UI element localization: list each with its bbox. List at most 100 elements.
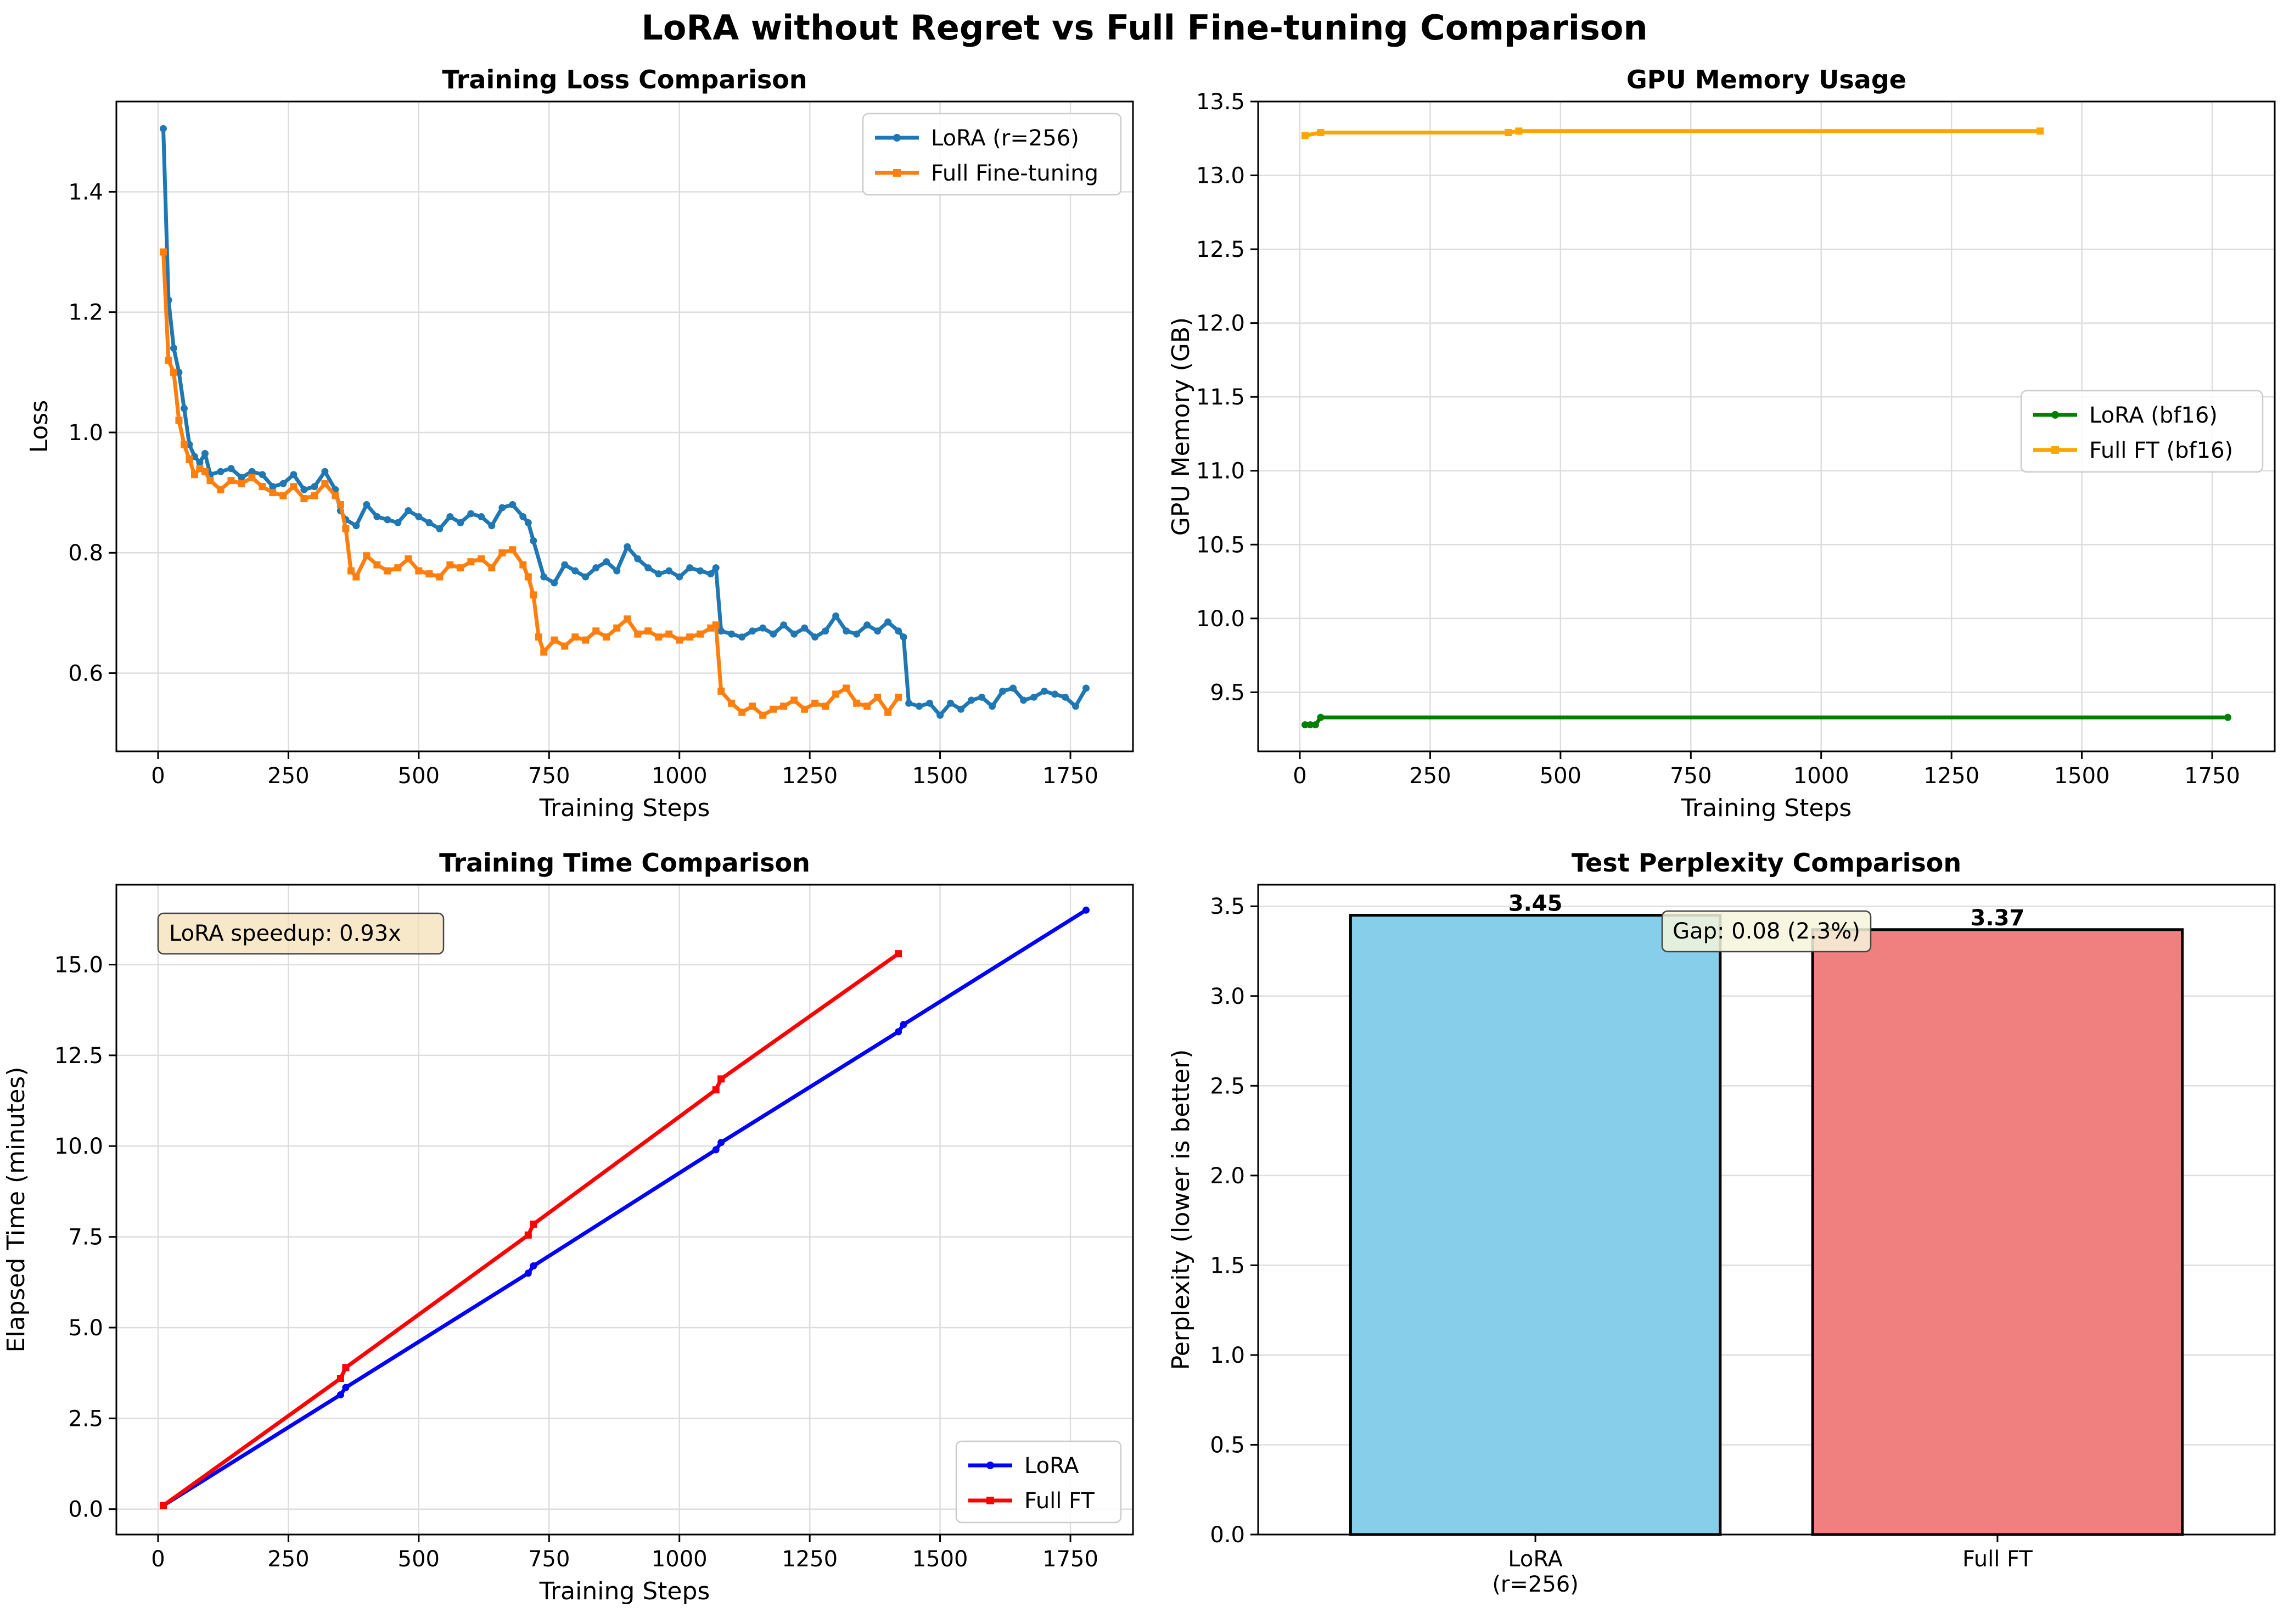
data-point [801, 705, 809, 713]
data-point [801, 624, 809, 632]
data-point [373, 561, 381, 569]
data-point [999, 687, 1007, 695]
data-point [290, 483, 298, 491]
data-point [613, 624, 621, 632]
x-tick-label: 1250 [782, 1547, 838, 1572]
legend-label: LoRA [1024, 1453, 1079, 1479]
y-tick-label: 1.4 [68, 179, 103, 205]
data-point [905, 699, 913, 707]
x-tick-label: 0 [151, 1547, 165, 1572]
data-point [238, 480, 245, 487]
y-tick-label: 3.0 [1210, 984, 1245, 1009]
data-point [498, 549, 506, 557]
data-point [1009, 684, 1017, 692]
x-tick-label: 1500 [2054, 763, 2110, 789]
data-point [352, 573, 360, 581]
x-tick-label: 250 [267, 763, 309, 789]
series-line [162, 952, 900, 1507]
data-point [180, 441, 188, 448]
x-tick-label: 500 [398, 763, 440, 789]
x-tick-label: 1000 [1793, 763, 1849, 789]
data-point [655, 633, 663, 641]
y-tick-label: 12.5 [1196, 237, 1245, 262]
data-point [269, 483, 277, 491]
data-point [1041, 687, 1048, 695]
axes-frame [115, 884, 1134, 1536]
data-point [717, 1075, 725, 1083]
x-tick-label: 250 [1409, 763, 1451, 789]
data-point [759, 711, 767, 719]
data-point [968, 696, 975, 704]
data-point [1051, 690, 1059, 698]
data-point [405, 507, 412, 514]
legend-marker [2051, 411, 2059, 419]
x-tick-label: 0 [151, 763, 165, 789]
data-point [519, 513, 527, 520]
x-tick-label: LoRA [1508, 1547, 1563, 1572]
data-point [561, 561, 569, 569]
data-point [1020, 696, 1028, 704]
x-tick-label: 1750 [1042, 1547, 1098, 1572]
x-tick-label: 1000 [652, 763, 708, 789]
y-tick-label: 9.5 [1210, 680, 1245, 705]
data-point [363, 501, 371, 509]
data-point [488, 564, 496, 572]
plot-0: 0 250 500 750 1000 1250 1500 1750 0.6 0.8 1.0 1.2 1.… [68, 102, 1133, 789]
y-tick-label: 1.2 [68, 300, 103, 325]
data-point [624, 615, 631, 623]
data-point [336, 501, 344, 509]
data-point [900, 633, 907, 641]
data-point [530, 537, 537, 544]
data-point [717, 1139, 725, 1147]
data-point [524, 519, 532, 526]
data-point [206, 477, 214, 485]
data-point [832, 690, 840, 698]
data-point [749, 627, 756, 635]
data-point [978, 693, 986, 701]
data-point [336, 1375, 344, 1383]
data-point [884, 709, 892, 716]
data-point [332, 492, 339, 499]
x-axis-label: Training Steps [1681, 794, 1852, 822]
data-point [509, 501, 517, 509]
legend-label: Full FT [1024, 1488, 1095, 1514]
data-point [770, 630, 777, 638]
data-point [336, 1391, 344, 1398]
data-point [457, 519, 464, 526]
data-point [279, 492, 287, 499]
data-point [217, 486, 225, 493]
y-tick-label: 0.6 [68, 661, 103, 686]
data-point [676, 573, 683, 581]
legend-box [2020, 390, 2264, 473]
x-tick-label: 750 [528, 1547, 570, 1572]
y-tick-label: 11.5 [1196, 385, 1245, 410]
data-point [196, 459, 204, 467]
y-tick-label: 12.0 [1196, 311, 1245, 336]
x-tick-label: 500 [398, 1547, 440, 1572]
annotation-text: Gap: 0.08 (2.3%) [1673, 919, 1860, 944]
y-tick-label: 13.0 [1196, 164, 1245, 189]
x-tick-label: 1500 [912, 1547, 968, 1572]
y-tick-label: 2.5 [1210, 1074, 1245, 1099]
y-tick-label: 0.0 [68, 1497, 103, 1522]
data-point [363, 552, 371, 560]
data-point [540, 573, 548, 581]
data-point [384, 516, 391, 524]
data-point [373, 513, 381, 520]
data-point [1317, 129, 1325, 137]
data-point [571, 567, 579, 575]
data-point [524, 1269, 532, 1277]
data-point [770, 705, 777, 713]
plot-1: 0 250 500 750 1000 1250 1500 1750 9.5 10.0 10.5 11.… [1196, 89, 2275, 789]
data-point [394, 564, 402, 572]
data-point [269, 489, 277, 497]
data-point [190, 471, 198, 479]
data-point [582, 636, 590, 644]
y-tick-label: 7.5 [68, 1225, 103, 1250]
x-tick-label: 1250 [782, 763, 838, 789]
x-tick-label: Full FT [1962, 1547, 2033, 1572]
data-point [405, 555, 412, 563]
legend-marker [893, 134, 901, 142]
series-full-fine-tuning [159, 248, 902, 719]
